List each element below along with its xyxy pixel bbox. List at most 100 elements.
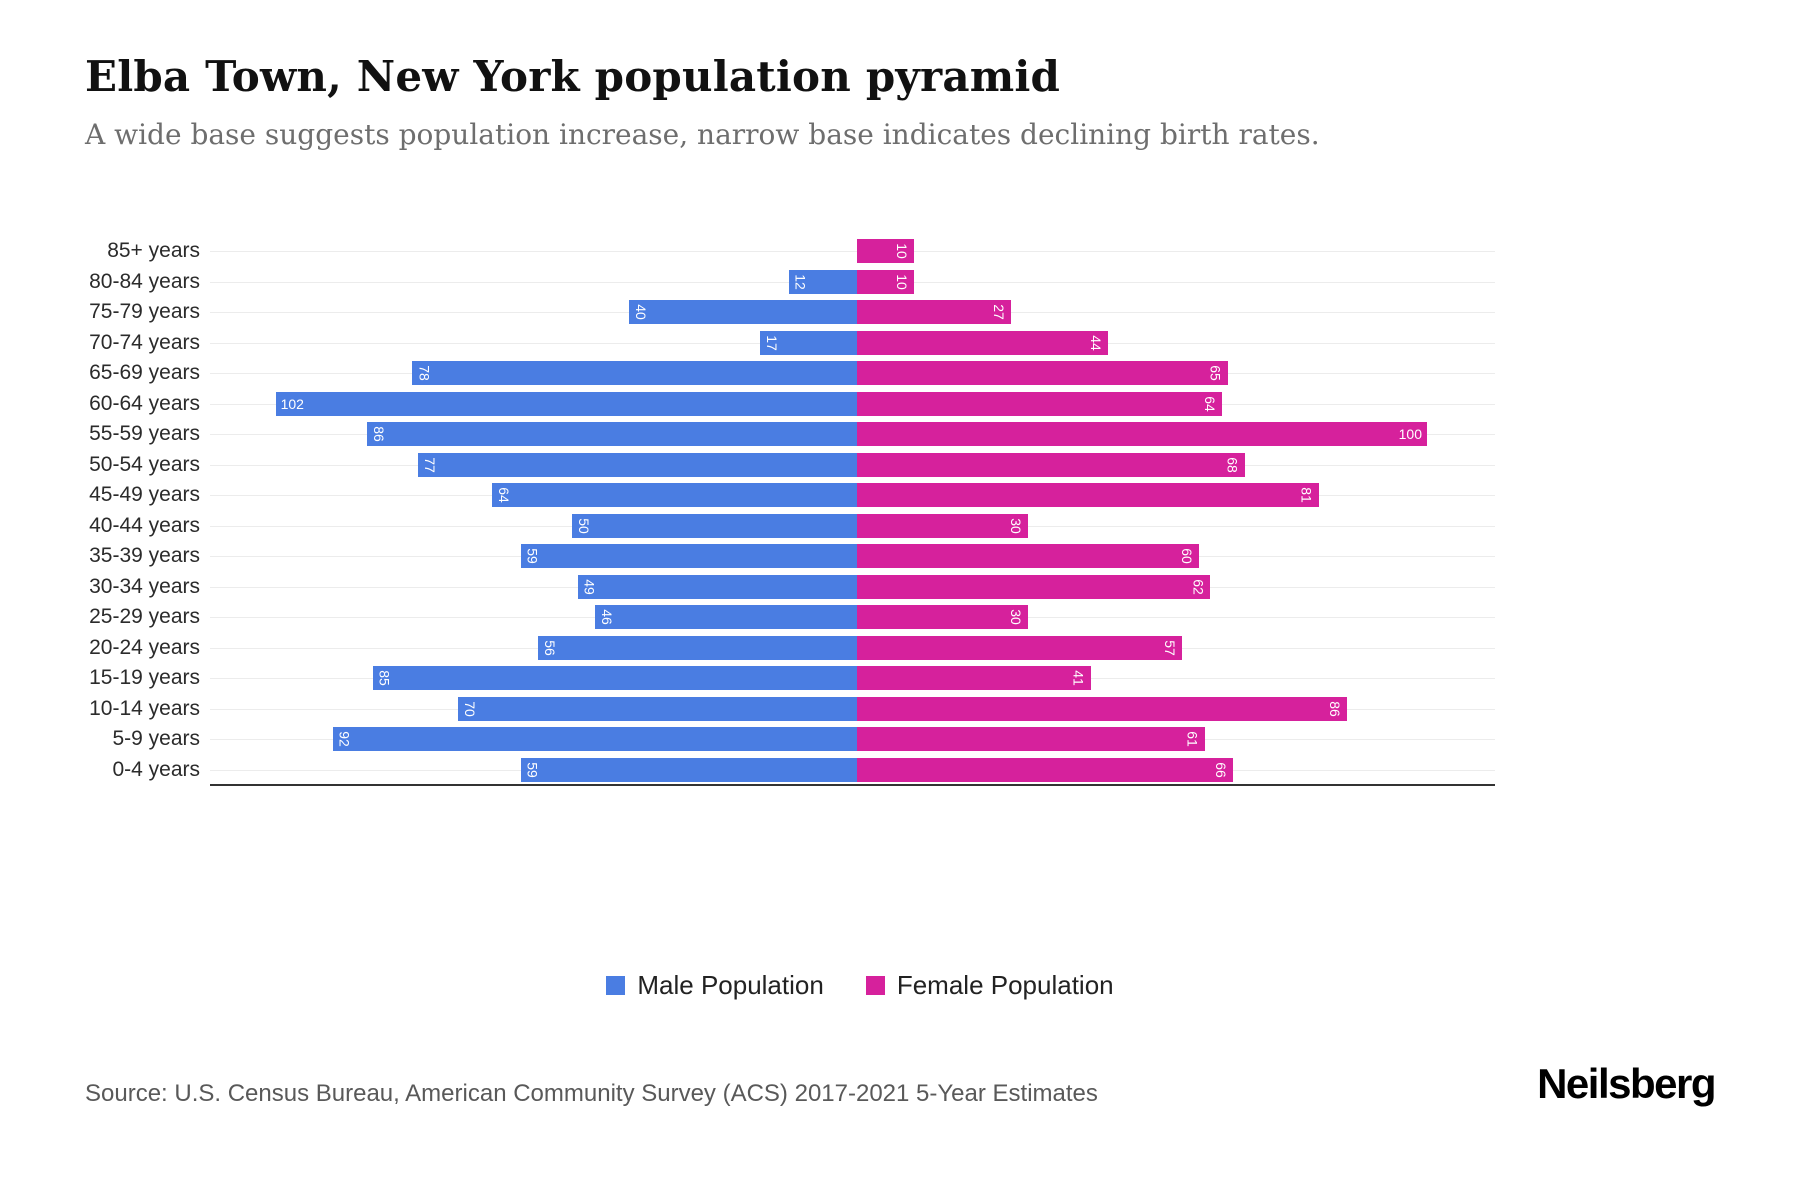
bar-value-label: 66 — [1213, 761, 1230, 778]
age-group-label: 15-19 years — [89, 666, 200, 690]
female-bar[interactable]: 64 — [857, 391, 1222, 416]
row-plot-area: 64 81 — [210, 480, 1495, 511]
pyramid-row: 60-64 years 102 64 — [85, 389, 1505, 420]
bar-value-label: 68 — [1224, 456, 1241, 473]
female-bar[interactable]: 44 — [857, 330, 1108, 355]
row-plot-area: 56 57 — [210, 633, 1495, 664]
male-bar[interactable]: 50 — [572, 513, 857, 538]
gridline — [210, 251, 1495, 253]
age-group-label: 20-24 years — [89, 635, 200, 659]
pyramid-row: 55-59 years 86 100 — [85, 419, 1505, 450]
pyramid-row: 30-34 years 49 62 — [85, 572, 1505, 603]
neilsberg-logo[interactable]: Neilsberg — [1537, 1060, 1716, 1107]
female-bar[interactable]: 81 — [857, 483, 1319, 508]
bar-value-label: 100 — [1398, 426, 1422, 443]
female-bar[interactable]: 66 — [857, 757, 1234, 782]
pyramid-row: 45-49 years 64 81 — [85, 480, 1505, 511]
bar-value-label: 60 — [1179, 548, 1195, 565]
pyramid-row: 65-69 years 78 65 — [85, 358, 1505, 389]
age-group-label: 35-39 years — [89, 544, 200, 568]
male-bar[interactable]: 59 — [520, 757, 857, 782]
legend-item-female[interactable]: Female Population — [865, 970, 1114, 1001]
row-plot-area: 46 30 — [210, 602, 1495, 633]
female-bar[interactable]: 10 — [857, 239, 914, 264]
row-plot-area: 86 100 — [210, 419, 1495, 450]
legend-item-male[interactable]: Male Population — [606, 970, 824, 1001]
male-bar[interactable]: 70 — [458, 696, 857, 721]
pyramid-row: 85+ years 10 — [85, 236, 1505, 267]
bar-value-label: 30 — [1008, 517, 1024, 534]
page-subtitle: A wide base suggests population increase… — [85, 118, 1320, 151]
female-bar[interactable]: 86 — [857, 696, 1348, 721]
bar-value-label: 46 — [598, 609, 615, 626]
age-group-label: 25-29 years — [89, 605, 200, 629]
male-bar[interactable]: 46 — [594, 605, 857, 630]
female-bar[interactable]: 41 — [857, 666, 1091, 691]
row-plot-area: 49 62 — [210, 572, 1495, 603]
bar-value-label: 70 — [462, 700, 478, 717]
female-bar[interactable]: 10 — [857, 269, 914, 294]
row-plot-area: 85 41 — [210, 663, 1495, 694]
male-bar[interactable]: 92 — [332, 727, 857, 752]
bar-value-label: 40 — [633, 304, 649, 321]
male-bar[interactable]: 85 — [372, 666, 857, 691]
female-bar[interactable]: 61 — [857, 727, 1205, 752]
row-plot-area: 92 61 — [210, 724, 1495, 755]
female-bar[interactable]: 60 — [857, 544, 1199, 569]
age-group-label: 70-74 years — [89, 330, 200, 354]
bar-value-label: 59 — [524, 761, 541, 778]
male-bar[interactable]: 102 — [275, 391, 857, 416]
row-plot-area: 70 86 — [210, 694, 1495, 725]
female-bar[interactable]: 57 — [857, 635, 1182, 660]
age-group-label: 55-59 years — [89, 422, 200, 446]
female-bar[interactable]: 27 — [857, 300, 1011, 325]
pyramid-row: 80-84 years 12 10 — [85, 267, 1505, 298]
female-bar[interactable]: 62 — [857, 574, 1211, 599]
male-bar[interactable]: 64 — [492, 483, 857, 508]
pyramid-row: 5-9 years 92 61 — [85, 724, 1505, 755]
bar-value-label: 102 — [280, 395, 304, 412]
male-bar[interactable]: 78 — [412, 361, 857, 386]
row-plot-area: 50 30 — [210, 511, 1495, 542]
male-bar[interactable]: 17 — [760, 330, 857, 355]
age-group-label: 65-69 years — [89, 361, 200, 385]
pyramid-row: 75-79 years 40 27 — [85, 297, 1505, 328]
pyramid-row: 50-54 years 77 68 — [85, 450, 1505, 481]
female-bar[interactable]: 68 — [857, 452, 1245, 477]
pyramid-row: 25-29 years 46 30 — [85, 602, 1505, 633]
bar-value-label: 17 — [764, 334, 781, 351]
bar-value-label: 49 — [581, 578, 598, 595]
age-group-label: 85+ years — [107, 239, 200, 263]
bar-value-label: 92 — [336, 731, 353, 748]
bar-value-label: 86 — [1327, 700, 1344, 717]
bar-value-label: 65 — [1207, 365, 1224, 382]
male-bar[interactable]: 77 — [418, 452, 857, 477]
male-bar[interactable]: 59 — [520, 544, 857, 569]
age-group-label: 75-79 years — [89, 300, 200, 324]
male-bar[interactable]: 12 — [788, 269, 857, 294]
bar-value-label: 62 — [1190, 578, 1207, 595]
pyramid-row: 40-44 years 50 30 — [85, 511, 1505, 542]
footer: Source: U.S. Census Bureau, American Com… — [85, 1060, 1716, 1108]
female-bar[interactable]: 65 — [857, 361, 1228, 386]
bar-value-label: 78 — [416, 365, 433, 382]
female-bar[interactable]: 30 — [857, 605, 1028, 630]
row-plot-area: 78 65 — [210, 358, 1495, 389]
female-bar[interactable]: 30 — [857, 513, 1028, 538]
legend: Male Population Female Population — [0, 970, 1720, 1001]
male-bar[interactable]: 86 — [366, 422, 857, 447]
age-group-label: 45-49 years — [89, 483, 200, 507]
male-bar[interactable]: 49 — [577, 574, 857, 599]
population-pyramid-chart: 85+ years 10 80-84 years 12 10 75-79 years 40 2… — [85, 236, 1505, 786]
female-bar[interactable]: 100 — [857, 422, 1427, 447]
source-attribution: Source: U.S. Census Bureau, American Com… — [85, 1080, 1098, 1107]
age-group-label: 0-4 years — [112, 757, 200, 781]
male-bar[interactable]: 40 — [629, 300, 857, 325]
female-legend-swatch — [865, 976, 885, 995]
bar-value-label: 61 — [1184, 731, 1201, 748]
row-plot-area: 12 10 — [210, 267, 1495, 298]
male-bar[interactable]: 56 — [537, 635, 857, 660]
male-legend-swatch — [606, 976, 626, 995]
bar-value-label: 64 — [496, 487, 513, 504]
